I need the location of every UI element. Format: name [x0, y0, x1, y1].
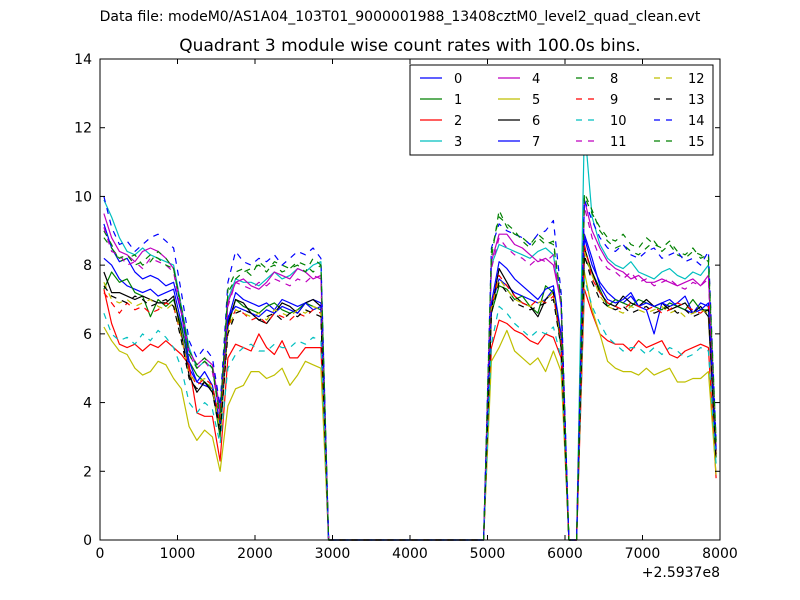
- axis-layer: 0 1000 2000 3000 4000 5000 6000 7000 80000246810…: [74, 52, 738, 581]
- legend-label-11: 11: [610, 135, 627, 150]
- y-tick-label: 0: [83, 533, 92, 549]
- series-line-15: [103, 195, 717, 541]
- x-tick-label: 0: [96, 546, 105, 562]
- y-tick-label: 10: [74, 189, 92, 205]
- series-line-13: [103, 254, 717, 541]
- series-line-14: [103, 196, 717, 541]
- series-line-1: [103, 257, 717, 541]
- legend-label-14: 14: [688, 114, 705, 129]
- x-tick-label: 1000: [160, 546, 196, 562]
- series-line-4: [103, 199, 717, 541]
- y-tick-label: 4: [83, 396, 92, 412]
- y-tick-label: 2: [83, 464, 92, 480]
- legend-label-6: 6: [532, 114, 540, 129]
- series-layer: [103, 123, 717, 541]
- x-tick-label: 6000: [547, 546, 583, 562]
- y-tick-label: 14: [74, 52, 92, 68]
- legend-label-13: 13: [688, 93, 705, 108]
- legend-label-12: 12: [688, 72, 705, 87]
- series-line-10: [103, 278, 717, 541]
- legend-label-7: 7: [532, 135, 540, 150]
- legend-label-1: 1: [454, 93, 462, 108]
- series-line-7: [103, 223, 717, 541]
- y-tick-label: 12: [74, 121, 92, 137]
- x-offset-label: +2.5937e8: [642, 565, 720, 581]
- series-line-9: [103, 243, 717, 541]
- y-tick-label: 8: [83, 258, 92, 274]
- x-tick-label: 2000: [237, 546, 273, 562]
- legend-label-9: 9: [610, 93, 618, 108]
- legend-label-8: 8: [610, 72, 618, 87]
- series-line-3: [103, 123, 717, 541]
- x-tick-label: 3000: [315, 546, 351, 562]
- x-tick-label: 8000: [702, 546, 738, 562]
- figure-suptitle: Data file: modeM0/AS1A04_103T01_90000019…: [99, 9, 701, 25]
- legend-label-15: 15: [688, 135, 705, 150]
- y-tick-label: 6: [83, 327, 92, 343]
- x-tick-label: 7000: [625, 546, 661, 562]
- legend-label-3: 3: [454, 135, 462, 150]
- legend-label-10: 10: [610, 114, 627, 129]
- legend-label-2: 2: [454, 114, 462, 129]
- legend-label-5: 5: [532, 93, 540, 108]
- series-line-2: [103, 288, 717, 541]
- legend-box: [409, 64, 714, 156]
- legend-label-4: 4: [532, 72, 540, 87]
- chart-title: Quadrant 3 module wise count rates with …: [179, 36, 641, 56]
- series-line-12: [103, 250, 717, 541]
- legend-label-0: 0: [454, 72, 462, 87]
- series-line-6: [103, 247, 717, 541]
- x-tick-label: 5000: [470, 546, 506, 562]
- x-tick-label: 4000: [392, 546, 428, 562]
